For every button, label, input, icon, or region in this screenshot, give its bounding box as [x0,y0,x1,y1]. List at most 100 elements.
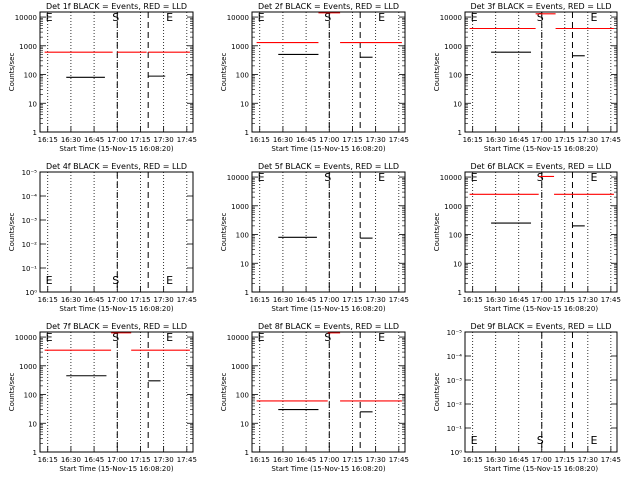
x-tick-label: 17:15 [342,296,362,304]
plot-frame [251,331,406,453]
y-tick-label: 10000 [227,334,249,342]
x-tick-label: 17:00 [532,136,552,144]
x-tick-label: 17:30 [578,136,598,144]
x-tick-label: 17:45 [601,296,621,304]
plot-frame [464,11,618,133]
x-tick-label: 17:45 [177,456,197,464]
y-tick-label: 1 [245,129,249,137]
plot-frame [39,11,194,133]
x-tick-label: 17:15 [555,456,575,464]
x-tick-label: 17:15 [130,296,150,304]
event-marker-label: E [471,434,478,447]
y-axis-label: Counts/sec [8,373,16,412]
x-tick-label: 17:00 [107,456,127,464]
y-axis-label: Counts/sec [433,373,441,412]
event-marker-label: S [537,171,544,184]
event-marker-label: E [46,11,53,24]
event-marker-label: E [590,434,597,447]
y-tick-label: 10000 [227,14,249,22]
y-tick-label: 1000 [231,43,249,51]
y-tick-label: 10⁻⁵ [447,329,463,337]
x-tick-label: 16:45 [84,296,104,304]
x-tick-label: 17:30 [366,456,386,464]
chart-title: Det 4f BLACK = Events, RED = LLD [46,162,187,171]
chart-title: Det 1f BLACK = Events, RED = LLD [46,2,187,11]
event-marker-label: S [324,11,331,24]
x-axis-label: Start Time (15-Nov-15 16:08:20) [271,305,385,313]
x-axis-label: Start Time (15-Nov-15 16:08:20) [59,145,173,153]
x-axis-label: Start Time (15-Nov-15 16:08:20) [484,145,598,153]
y-tick-label: 1000 [444,203,462,211]
plot-frame [464,331,618,453]
chart-title: Det 8f BLACK = Events, RED = LLD [258,322,399,331]
x-tick-label: 17:00 [532,456,552,464]
x-tick-label: 16:30 [61,456,81,464]
y-tick-label: 1000 [19,363,37,371]
y-tick-label: 100 [449,232,462,240]
event-marker-label: E [258,331,265,344]
y-tick-label: 1000 [231,363,249,371]
x-tick-label: 17:15 [130,456,150,464]
x-tick-label: 16:30 [61,296,81,304]
y-tick-label: 100 [236,72,249,80]
x-tick-label: 16:30 [486,136,506,144]
x-tick-label: 16:15 [463,456,483,464]
chart-panel: Det 4f BLACK = Events, RED = LLD 10⁰ 10⁻¹ 1… [8,162,197,313]
event-marker-label: E [378,171,385,184]
y-tick-label: 10000 [15,14,37,22]
y-tick-label: 10⁻⁴ [22,193,38,201]
x-tick-label: 17:15 [555,296,575,304]
x-tick-label: 16:45 [296,136,316,144]
y-tick-label: 100 [236,232,249,240]
x-tick-label: 17:00 [107,296,127,304]
x-axis-label: Start Time (15-Nov-15 16:08:20) [59,305,173,313]
y-tick-label: 1 [245,449,249,457]
plot-frame [39,171,194,293]
x-tick-label: 16:15 [463,136,483,144]
chart-title: Det 7f BLACK = Events, RED = LLD [46,322,187,331]
x-tick-label: 16:15 [250,456,270,464]
x-tick-label: 16:45 [509,136,529,144]
event-marker-label: E [258,11,265,24]
x-tick-label: 17:45 [601,136,621,144]
event-marker-label: S [112,11,119,24]
y-tick-label: 10⁰ [450,449,462,457]
y-tick-label: 10000 [227,174,249,182]
y-tick-label: 10 [240,260,249,268]
y-tick-label: 10⁻⁴ [447,353,463,361]
y-tick-label: 1 [33,129,37,137]
chart-panel: Det 5f BLACK = Events, RED = LLD 1 10 100 10… [220,162,409,313]
x-axis-label: Start Time (15-Nov-15 16:08:20) [484,465,598,473]
x-tick-label: 17:00 [107,136,127,144]
y-tick-label: 10 [240,100,249,108]
y-tick-label: 1 [33,449,37,457]
y-axis-label: Counts/sec [8,213,16,252]
x-tick-label: 17:00 [319,136,339,144]
y-tick-label: 10 [240,420,249,428]
x-tick-label: 17:15 [342,456,362,464]
event-marker-label: E [590,171,597,184]
event-marker-label: E [471,171,478,184]
x-tick-label: 17:45 [389,136,409,144]
x-tick-label: 17:00 [319,456,339,464]
chart-panel: Det 2f BLACK = Events, RED = LLD 1 10 100 10… [220,2,409,153]
y-tick-label: 100 [24,72,37,80]
y-tick-label: 10000 [440,174,462,182]
y-tick-label: 10⁻¹ [22,265,38,273]
x-tick-label: 16:30 [273,296,293,304]
y-tick-label: 1000 [19,43,37,51]
y-tick-label: 1000 [231,203,249,211]
plot-frame [464,171,618,293]
y-tick-label: 1000 [444,43,462,51]
x-tick-label: 17:00 [319,296,339,304]
chart-title: Det 9f BLACK = Events, RED = LLD [470,322,611,331]
y-tick-label: 1 [458,129,462,137]
event-marker-label: S [324,331,331,344]
x-tick-label: 17:45 [177,296,197,304]
x-tick-label: 16:15 [250,296,270,304]
y-tick-label: 10 [28,420,37,428]
chart-title: Det 3f BLACK = Events, RED = LLD [470,2,611,11]
x-tick-label: 16:45 [509,296,529,304]
x-tick-label: 16:15 [463,296,483,304]
